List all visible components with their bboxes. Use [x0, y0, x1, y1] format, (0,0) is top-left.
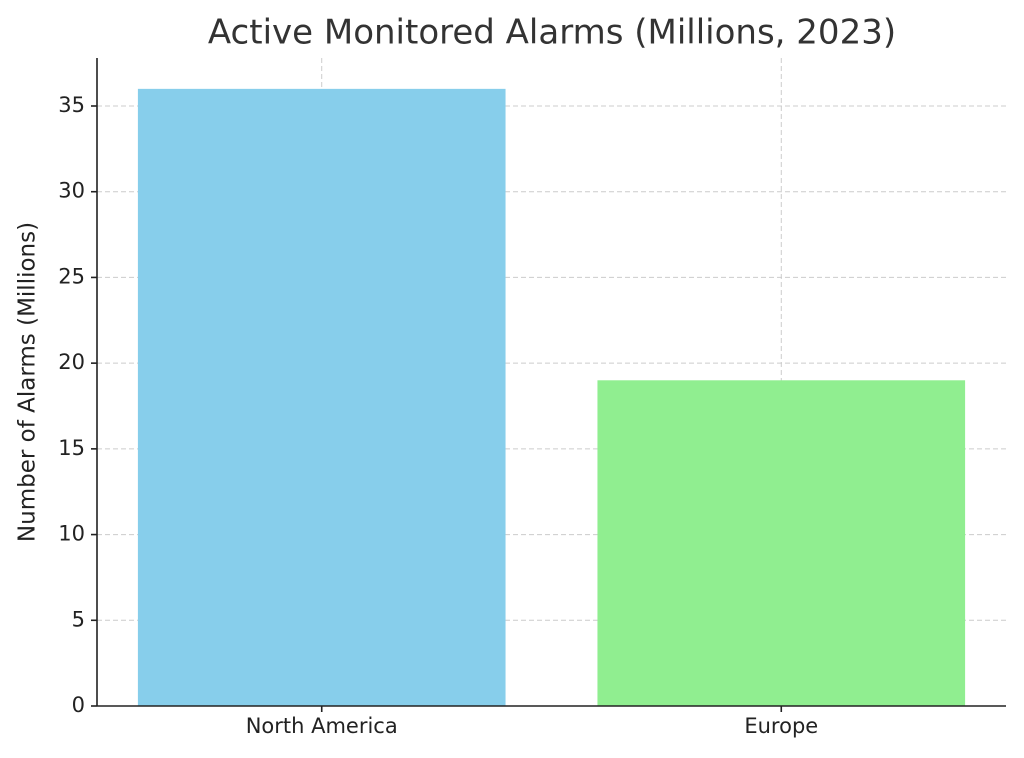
bars	[137, 88, 966, 707]
x-tick-label: North America	[246, 714, 398, 738]
chart-title: Active Monitored Alarms (Millions, 2023)	[208, 13, 896, 53]
bar	[137, 88, 506, 707]
y-tick-label: 30	[58, 179, 85, 203]
axes: 0 5 10 15 20 25 30 35 North America Europe	[58, 58, 1006, 738]
y-tick-label: 10	[58, 522, 85, 546]
y-tick-label: 20	[58, 350, 85, 374]
y-axis-label: Number of Alarms (Millions)	[15, 222, 41, 542]
y-tick-label: 0	[72, 693, 85, 717]
y-tick-label: 25	[58, 264, 85, 288]
y-tick-label: 15	[58, 436, 85, 460]
x-tick-label: Europe	[744, 714, 818, 738]
y-tick-label: 35	[58, 93, 85, 117]
bar	[597, 380, 966, 706]
y-tick-label: 5	[72, 607, 85, 631]
